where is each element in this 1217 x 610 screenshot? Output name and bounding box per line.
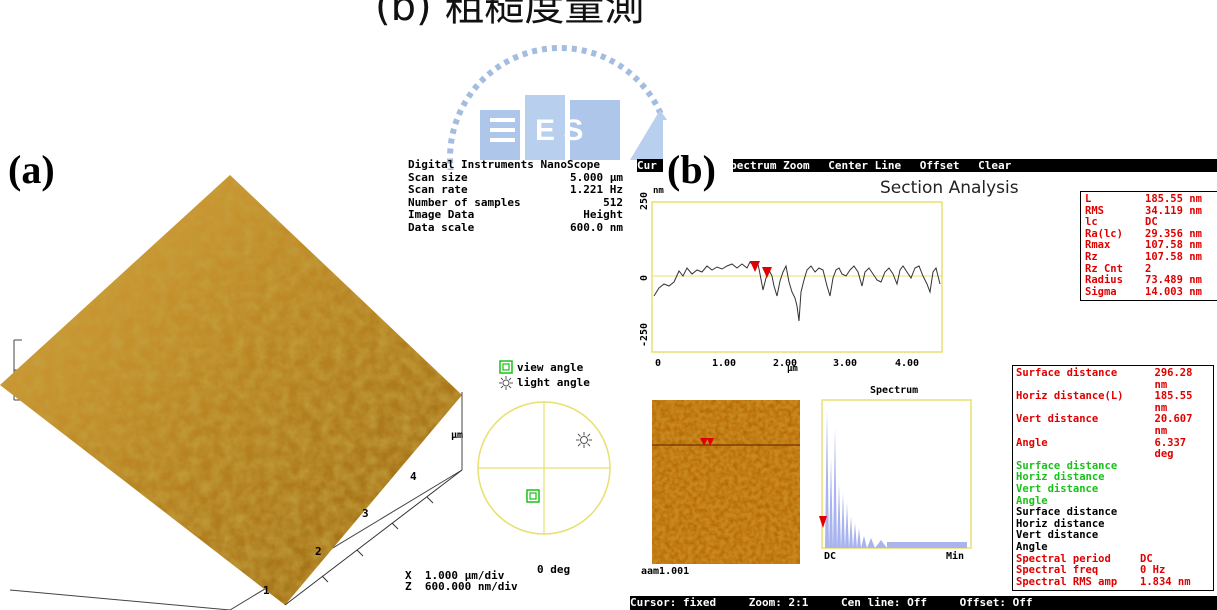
status-cursor: Cursor: fixed <box>630 596 717 609</box>
param-value: Height <box>583 208 623 221</box>
view-position-marker <box>526 489 540 503</box>
param-key: Data scale <box>408 220 475 234</box>
menu-item-cursor[interactable]: Cur <box>637 159 657 172</box>
spectrum-right-label: Min <box>946 551 965 562</box>
menu-item-offset[interactable]: Offset <box>919 159 960 172</box>
profile-x-tick: 3.00 <box>833 358 857 369</box>
axis-tick-3: 3 <box>362 507 369 520</box>
profile-y-tick: 250 <box>639 191 650 210</box>
menu-item-spectrum-zoom[interactable]: Spectrum Zoom <box>723 159 810 172</box>
panel-b-label: (b) <box>667 147 716 192</box>
light-angle-label: light angle <box>517 376 590 389</box>
profile-y-unit: nm <box>653 186 664 196</box>
status-bar: Cursor: fixed Zoom: 2:1 Cen line: Off Of… <box>630 596 1217 610</box>
angle-readout: 0 deg <box>537 563 571 576</box>
profile-x-unit: μm <box>787 364 798 374</box>
param-key: Number of samples <box>408 195 521 209</box>
param-value: 5.000 μm <box>570 170 623 184</box>
axis-tick-4: 4 <box>410 470 417 483</box>
light-position-marker <box>576 432 592 448</box>
param-value: 1.221 Hz <box>570 183 623 196</box>
param-key: Image Data <box>408 208 475 221</box>
scan-parameters: Digital Instruments NanoScope Scan size 5… <box>408 158 623 234</box>
angle-selector-circle[interactable] <box>474 398 614 538</box>
axis-tick-2: 2 <box>315 545 322 558</box>
svg-text:E S: E S <box>535 114 583 147</box>
profile-x-tick: 1.00 <box>712 358 736 369</box>
spectrum-left-label: DC <box>824 551 837 562</box>
roughness-stats-box: L 185.55 nm RMS 34.119 nm lc DC Ra(lc) 29.35… <box>1080 191 1217 302</box>
status-cen-line: Cen line: Off <box>840 596 928 609</box>
afm-top-view-thumbnail[interactable] <box>652 400 800 564</box>
menu-item-clear[interactable]: Clear <box>978 159 1012 172</box>
view-angle-icon <box>499 360 513 374</box>
menu-item-center-line[interactable]: Center Line <box>828 159 902 172</box>
measurements-box: Surface distance 296.28 nm Horiz distance… <box>1012 365 1214 592</box>
status-offset: Offset: Off <box>959 596 1033 609</box>
afm-3d-surface <box>0 175 463 610</box>
spectrum-title: Spectrum <box>870 385 919 396</box>
section-analysis-title: Section Analysis <box>880 178 1019 198</box>
param-value: 512 <box>603 195 623 209</box>
x-scale-label: X 1.000 μm/div <box>405 569 505 582</box>
param-value: 600.0 nm <box>570 220 623 234</box>
view-angle-label: view angle <box>517 361 584 374</box>
profile-x-tick: 4.00 <box>895 358 919 369</box>
filename-label: aam1.001 <box>641 566 690 577</box>
z-scale-label: Z 600.000 nm/div <box>405 580 518 593</box>
section-profile-plot[interactable]: 0 1.00 2.00 3.00 4.00 <box>637 196 947 376</box>
profile-y-tick: 0 <box>639 274 650 281</box>
top-caption: (b) 粗糙度量測 <box>375 0 645 30</box>
axis-unit-label: μm <box>451 430 464 441</box>
profile-y-tick: -250 <box>639 322 650 347</box>
param-key: Scan rate <box>408 183 468 196</box>
param-key: Scan size <box>408 170 468 184</box>
light-angle-icon <box>499 376 513 390</box>
spectrum-plot[interactable] <box>819 398 974 550</box>
profile-x-tick: 2.00 <box>773 358 797 369</box>
panel-a-label: (a) <box>8 147 55 192</box>
axis-tick-1: 1 <box>263 584 270 597</box>
profile-x-tick: 0 <box>655 358 661 369</box>
instrument-title: Digital Instruments NanoScope <box>408 158 601 171</box>
status-zoom: Zoom: 2:1 <box>748 596 809 609</box>
menu-bar: Cur Spectrum Zoom Center Line Offset Cle… <box>637 159 1217 172</box>
